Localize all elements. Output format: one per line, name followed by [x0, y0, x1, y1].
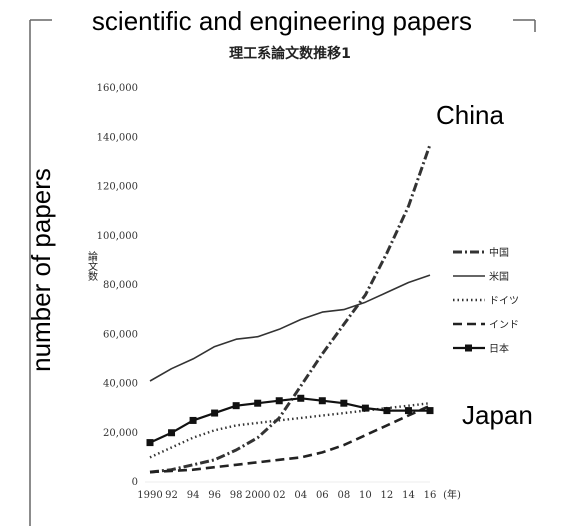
series-line-3: [149, 404, 431, 474]
y-tick-labels: 0 20,000 40,000 60,000 80,000 100,000 120,000 1…: [97, 83, 138, 488]
y-axis-label: 論文数: [86, 250, 98, 282]
series-point: [426, 407, 434, 415]
x-tick-label: 10: [359, 490, 372, 501]
y-tick-label: 0: [132, 477, 138, 488]
y-tick-label: 60,000: [103, 329, 138, 340]
x-tick-label: 14: [402, 490, 415, 501]
series-point: [254, 399, 262, 407]
x-tick-label: 94: [187, 490, 200, 501]
x-tick-label: 06: [316, 490, 329, 501]
series-point: [297, 394, 305, 402]
x-tick-label: 04: [294, 490, 307, 501]
series-line-0: [149, 144, 432, 474]
x-tick-labels: 1990 92 94 96 98 2000 02 04 06 08 10 12 14 16 (年): [137, 488, 461, 501]
x-tick-label: 16: [424, 490, 437, 501]
y-tick-label: 80,000: [103, 280, 138, 291]
series-point: [146, 439, 154, 447]
y-tick-label: 100,000: [97, 231, 138, 242]
y-tick-label: 160,000: [97, 83, 138, 94]
series-point: [383, 407, 391, 415]
series-point: [189, 416, 197, 424]
series-line-1: [149, 274, 431, 382]
y-tick-label: 40,000: [103, 379, 138, 390]
series-point: [232, 402, 240, 410]
overlay-ylabel: number of papers: [26, 168, 56, 372]
x-tick-label: 12: [381, 490, 394, 501]
series-layer: [146, 144, 434, 474]
x-tick-label: 1990: [137, 490, 162, 501]
x-tick-label: 02: [273, 490, 286, 501]
legend-label-3: インド: [489, 320, 519, 331]
series-point: [168, 429, 176, 437]
series-point: [275, 397, 283, 405]
frame: [29, 19, 536, 526]
legend-label-1: 米国: [489, 270, 509, 283]
chart-title: 理工系論文数推移1: [229, 45, 351, 62]
series-point: [211, 409, 219, 417]
annotation-japan: Japan: [462, 400, 533, 430]
y-tick-label: 120,000: [97, 182, 138, 193]
y-tick-label: 140,000: [97, 132, 138, 143]
series-point: [361, 404, 369, 412]
x-tick-label: 92: [165, 490, 178, 501]
series-point: [318, 397, 326, 405]
legend-label-0: 中国: [489, 246, 509, 259]
x-axis-label: (年): [443, 488, 461, 501]
series-point: [340, 399, 348, 407]
x-tick-label: 08: [337, 490, 350, 501]
x-tick-label: 98: [230, 490, 243, 501]
legend-marker: [465, 344, 472, 352]
y-tick-label: 20,000: [103, 428, 138, 439]
legend-label-4: 日本: [489, 342, 509, 355]
x-tick-label: 2000: [245, 490, 270, 501]
legend-label-2: ドイツ: [489, 296, 519, 307]
overlay-title: scientific and engineering papers: [92, 6, 472, 36]
series-point: [404, 407, 412, 415]
x-tick-label: 96: [208, 490, 221, 501]
annotation-china: China: [436, 100, 504, 130]
series-line-4: [149, 397, 430, 444]
